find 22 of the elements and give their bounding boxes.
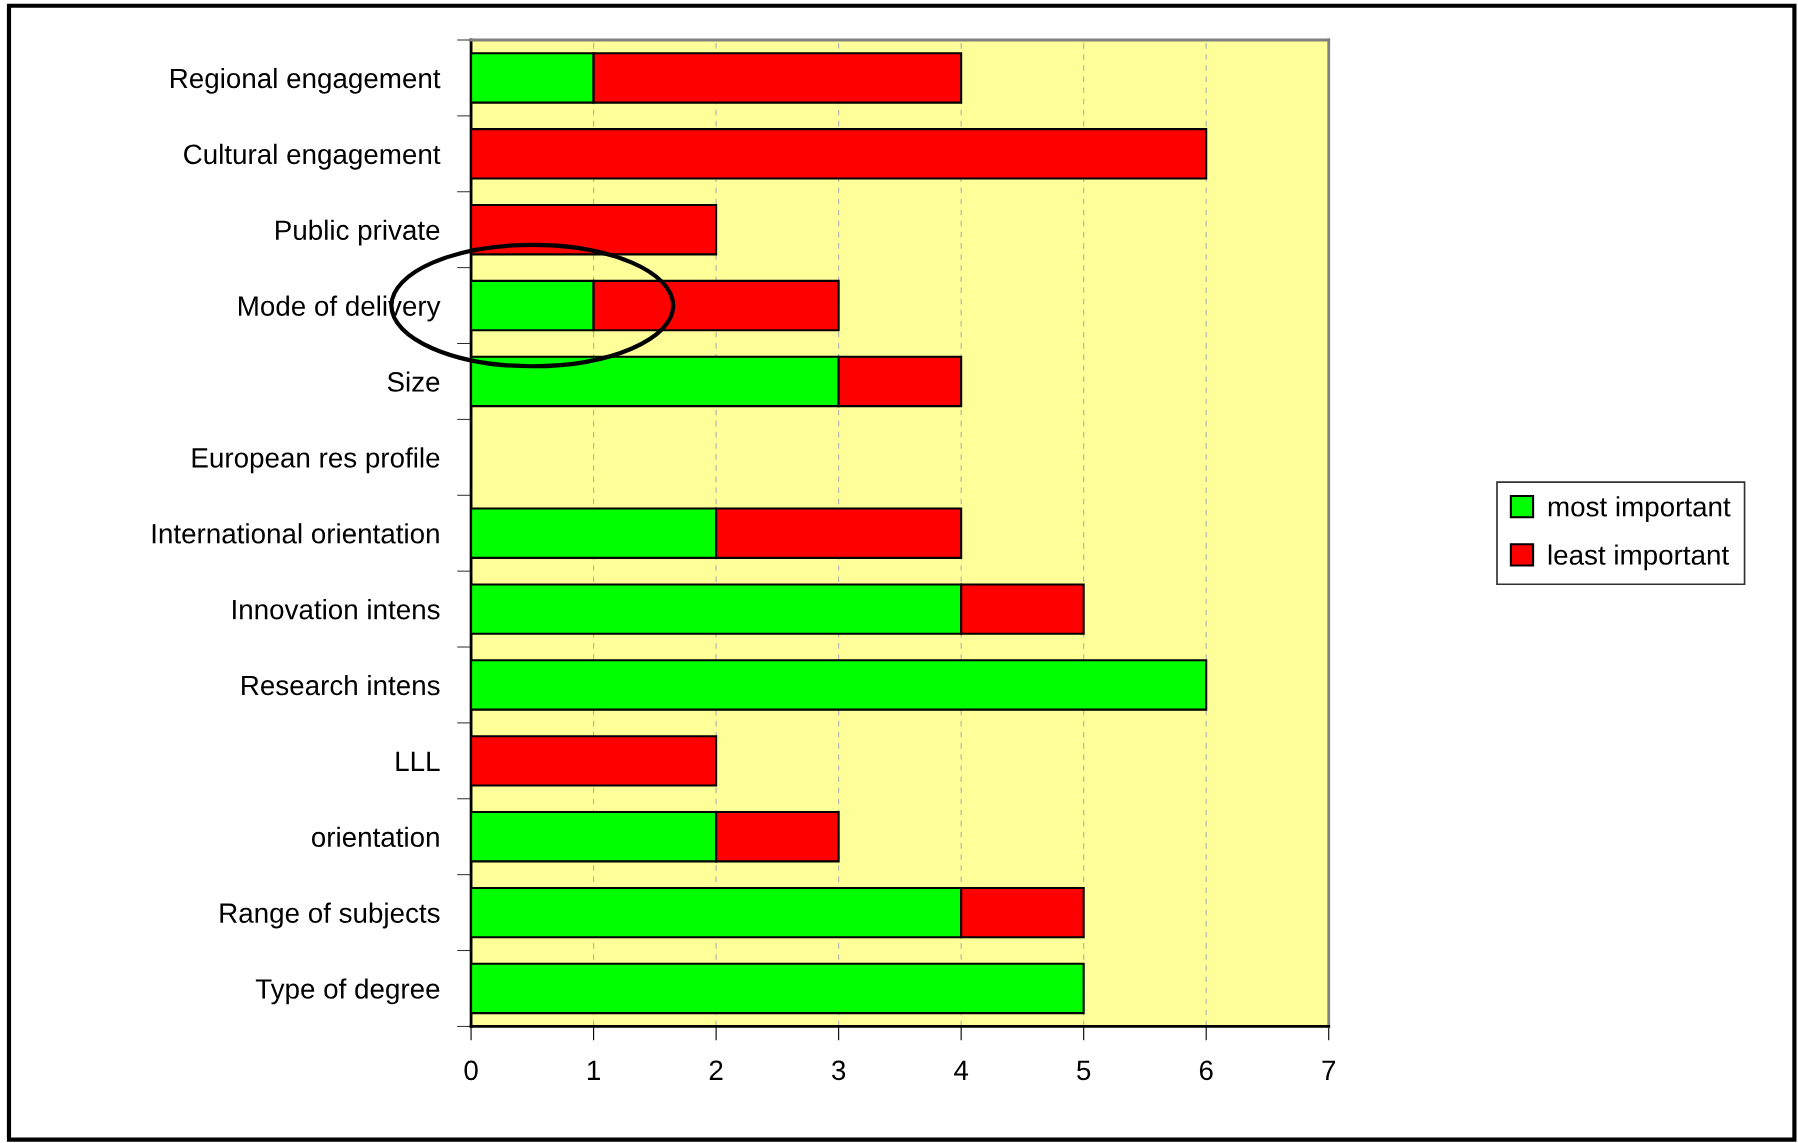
x-tick-label: 6 — [1199, 1060, 1213, 1081]
y-tick-label: Regional engagement — [171, 67, 441, 94]
x-tick-label: 3 — [831, 1060, 846, 1081]
y-tick-label: European res profile — [192, 447, 440, 474]
legend-label: least important — [1548, 544, 1729, 571]
x-tick-label: 4 — [954, 1060, 969, 1080]
y-tick-label: orientation — [311, 826, 439, 848]
y-tick-label: Type of degree — [255, 978, 440, 1005]
y-tick-label: Research intens — [242, 674, 440, 696]
y-tick-label: Innovation intens — [233, 599, 440, 620]
legend-label: most important — [1548, 496, 1731, 523]
x-tick-label: 1 — [587, 1060, 600, 1080]
y-tick-label: International orientation — [152, 523, 439, 544]
y-tick-label: Range of subjects — [220, 902, 440, 929]
x-tick-label: 5 — [1077, 1060, 1091, 1081]
y-tick-label: Public private — [276, 219, 440, 246]
x-tick-label: 7 — [1322, 1060, 1336, 1080]
y-tick-label: LLL — [396, 751, 440, 771]
y-tick-label: Size — [387, 371, 440, 392]
x-tick-label: 2 — [709, 1060, 723, 1080]
x-tick-label: 0 — [464, 1060, 478, 1081]
y-tick-label: Cultural engagement — [184, 143, 441, 170]
